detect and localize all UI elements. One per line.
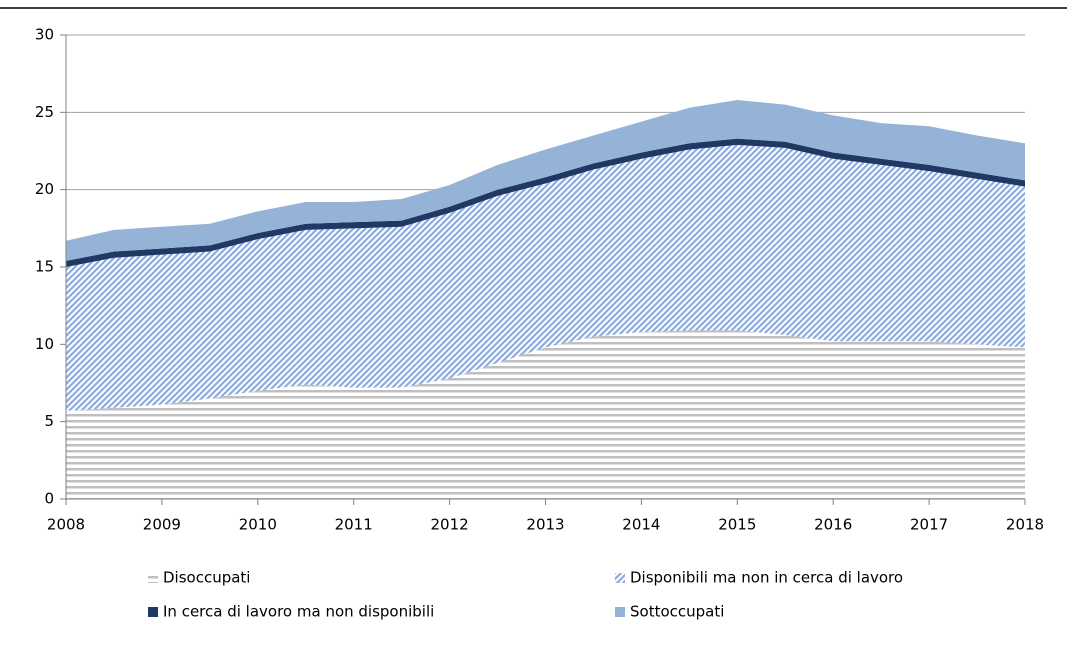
legend-label: In cerca di lavoro ma non disponibili: [163, 603, 434, 621]
legend-label: Disoccupati: [163, 569, 250, 587]
x-tick-label: 2018: [1006, 516, 1044, 534]
x-tick-label: 2010: [239, 516, 277, 534]
y-tick-label: 25: [35, 103, 54, 121]
x-tick-label: 2012: [431, 516, 469, 534]
y-tick-label: 15: [35, 258, 54, 276]
x-tick-label: 2015: [718, 516, 756, 534]
x-tick-label: 2013: [526, 516, 564, 534]
axes: 0 5 10 15 20 25 30 2008 2009 2010 2011 2012 2013 2014…: [35, 26, 1044, 534]
areas: [66, 99, 1025, 499]
x-tick-label: 2008: [47, 516, 85, 534]
area: [66, 99, 1025, 261]
area: [66, 138, 1025, 267]
y-tick-label: 0: [44, 490, 54, 508]
x-tick-label: 2016: [814, 516, 852, 534]
legend-swatch: [615, 607, 625, 617]
legend-label: Disponibili ma non in cerca di lavoro: [630, 569, 903, 587]
y-tick-label: 5: [44, 412, 54, 430]
legend-swatch: [615, 573, 625, 583]
x-tick-label: 2009: [143, 516, 181, 534]
area: [66, 144, 1025, 411]
area: [66, 330, 1025, 499]
legend-label: Sottoccupati: [630, 603, 724, 621]
x-tick-label: 2014: [622, 516, 660, 534]
legend-swatch: [148, 573, 158, 583]
x-tick-label: 2011: [335, 516, 373, 534]
y-tick-label: 30: [35, 26, 54, 44]
y-tick-label: 20: [35, 180, 54, 198]
legend-swatch: [148, 607, 158, 617]
y-tick-label: 10: [35, 335, 54, 353]
legend: Disoccupati Disponibili ma non in cerca d…: [148, 569, 903, 621]
x-tick-label: 2017: [910, 516, 948, 534]
